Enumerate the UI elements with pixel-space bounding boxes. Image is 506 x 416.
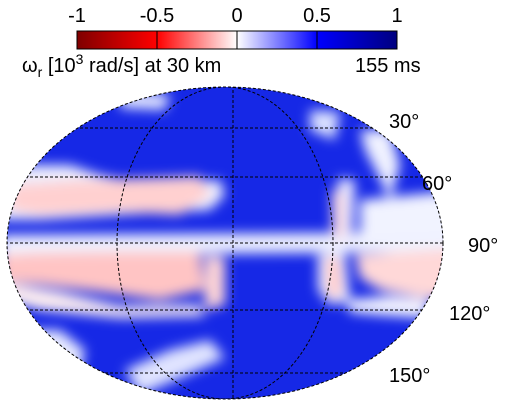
colorbar-tick-label: 0.5: [303, 5, 331, 27]
latitude-label-150: 150°: [389, 365, 430, 387]
colorbar-tick-labels: -1 -0.5 0 0.5 1: [68, 5, 402, 27]
colorbar-ticks: [76, 31, 398, 49]
quantity-label: ωr [103 rad/s] at 30 km: [22, 51, 221, 80]
time-label: 155 ms: [355, 55, 421, 77]
map-boundary: [6, 86, 444, 400]
map-panel: 30° 60° 90° 120° 150°: [6, 86, 498, 400]
colorbar-tick-label: -0.5: [140, 5, 174, 27]
latitude-label-60: 60°: [422, 173, 452, 195]
colorbar-tick-label: -1: [68, 5, 86, 27]
latitude-label-90: 90°: [468, 235, 498, 257]
colorbar-tick-label: 1: [391, 5, 402, 27]
latitude-label-30: 30°: [389, 111, 419, 133]
vorticity-field: [7, 87, 443, 399]
colorbar-tick-label: 0: [231, 5, 242, 27]
colorbar: -1 -0.5 0 0.5 1: [68, 5, 403, 50]
latitude-label-120: 120°: [449, 303, 490, 325]
